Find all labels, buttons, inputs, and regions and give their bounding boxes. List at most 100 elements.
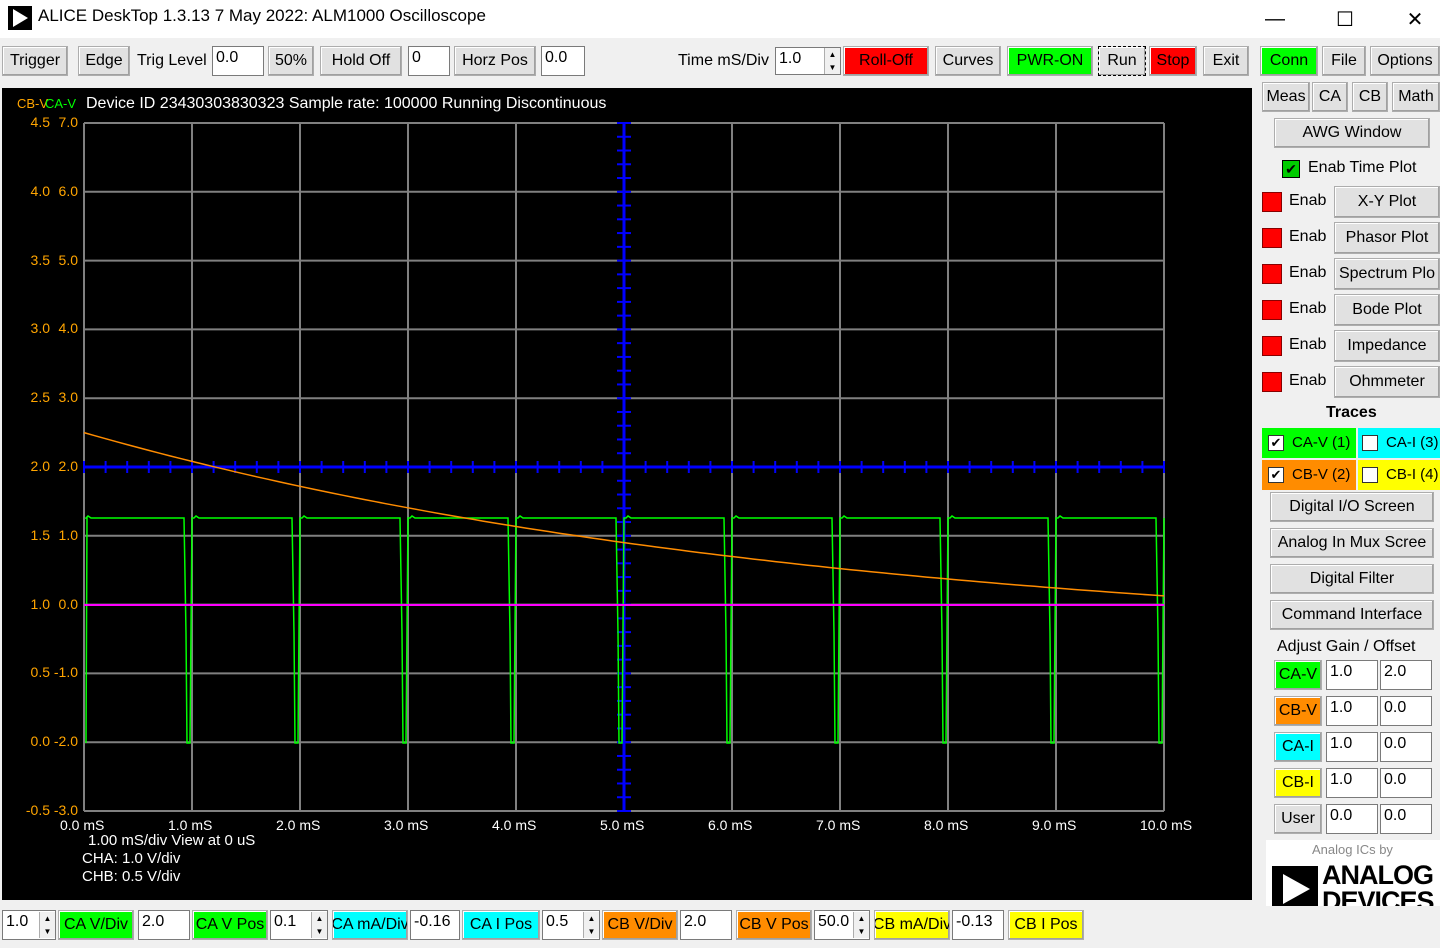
awg-window-button[interactable]: AWG Window [1274,118,1430,148]
impedance-button[interactable]: Impedance [1334,330,1440,362]
roll-off-button[interactable]: Roll-Off [843,46,929,76]
horz-pos-input[interactable]: 0.0 [541,46,585,76]
checkbox-checked-icon[interactable]: ✔ [1268,435,1284,451]
minimize-button[interactable]: — [1265,7,1285,30]
ca-vdiv-spinbox[interactable]: 1.0 ▲ ▼ [2,910,56,940]
x-tick-label: 0.0 mS [60,817,105,833]
cb-vdiv-spinbox[interactable]: 0.5 ▲ ▼ [542,910,600,940]
checkbox-unchecked-icon[interactable] [1362,435,1378,451]
trigger-button[interactable]: Trigger [2,46,68,76]
enab-phasor-plot-indicator[interactable] [1262,228,1282,248]
spin-arrows-icon[interactable]: ▲ ▼ [824,48,840,74]
enab-bode-plot-indicator[interactable] [1262,300,1282,320]
cb-vpos-button[interactable]: CB V Pos [736,910,812,940]
gain-cb-v-button[interactable]: CB-V [1274,696,1322,726]
trace-cai-toggle[interactable]: CA-I (3) [1358,428,1440,458]
ca-ipos-input[interactable]: -0.16 [410,910,460,940]
ca-vpos-input[interactable]: 2.0 [138,910,190,940]
hold-off-button[interactable]: Hold Off [320,46,402,76]
x-tick-label: 8.0 mS [924,817,969,833]
ca-madiv-spinbox[interactable]: 0.1 ▲ ▼ [270,910,328,940]
gain-cb-i-button[interactable]: CB-I [1274,768,1322,798]
time-div-spinbox[interactable]: 1.0 ▲ ▼ [775,47,841,75]
spin-arrows-icon[interactable]: ▲ ▼ [853,912,869,938]
math-button[interactable]: Math [1392,82,1440,112]
offset-ca-v-input[interactable]: 2.0 [1380,660,1432,690]
gain-ca-i-button[interactable]: CA-I [1274,732,1322,762]
spin-arrows-icon[interactable]: ▲ ▼ [39,912,55,938]
conn-button[interactable]: Conn [1260,46,1318,76]
cb-vpos-input[interactable]: 2.0 [680,910,732,940]
trace-cav-label: CA-V (1) [1292,434,1351,451]
scope-canvas[interactable]: CB-V CA-V Device ID 23430303830323 Sampl… [2,88,1252,900]
x-tick-label: 4.0 mS [492,817,537,833]
gain-ca-v-input[interactable]: 1.0 [1326,660,1378,690]
checkbox-checked-icon[interactable]: ✔ [1268,467,1284,483]
trace-cbi-label: CB-I (4) [1386,466,1439,483]
timebase-info: 1.00 mS/div View at 0 uS [88,832,256,849]
maximize-button[interactable]: ☐ [1336,8,1354,31]
cb-madiv-spinbox[interactable]: 50.0 ▲ ▼ [814,910,870,940]
enab-impedance-label: Enab [1289,336,1327,353]
trig-level-input[interactable]: 0.0 [212,46,264,76]
command-interface-button[interactable]: Command Interface [1270,600,1434,630]
ca-ipos-button[interactable]: CA I Pos [462,910,540,940]
offset-ca-i-input[interactable]: 0.0 [1380,732,1432,762]
trace-cbv-label: CB-V (2) [1292,466,1351,483]
enab-xy-plot-label: Enab [1289,192,1327,209]
offset-cb-v-input[interactable]: 0.0 [1380,696,1432,726]
enab-impedance-indicator[interactable] [1262,336,1282,356]
trace-cav-toggle[interactable]: ✔ CA-V (1) [1262,428,1356,458]
digital-filter-button[interactable]: Digital Filter [1270,564,1434,594]
gain-cb-v-input[interactable]: 1.0 [1326,696,1378,726]
ca-vpos-button[interactable]: CA V Pos [192,910,268,940]
gain-user-button[interactable]: User [1274,804,1322,834]
trace-cbi-toggle[interactable]: CB-I (4) [1358,460,1440,490]
y-label-cb: 2.0 [30,458,50,474]
options-button[interactable]: Options [1370,46,1440,76]
enab-spectrum-plot-indicator[interactable] [1262,264,1282,284]
enab-time-plot-checkbox[interactable]: ✔ [1282,160,1300,178]
close-button[interactable]: ✕ [1406,8,1424,31]
curves-button[interactable]: Curves [935,46,1001,76]
gain-user-input[interactable]: 0.0 [1326,804,1378,834]
ohmmeter-button[interactable]: Ohmmeter [1334,366,1440,398]
gain-ca-i-input[interactable]: 1.0 [1326,732,1378,762]
ca-vdiv-button[interactable]: CA V/Div [58,910,134,940]
trace-cbv-toggle[interactable]: ✔ CB-V (2) [1262,460,1356,490]
spin-arrows-icon[interactable]: ▲ ▼ [311,912,327,938]
xy-plot-button[interactable]: X-Y Plot [1334,186,1440,218]
file-button[interactable]: File [1322,46,1366,76]
hold-off-input[interactable]: 0 [408,46,450,76]
spin-arrows-icon[interactable]: ▲ ▼ [583,912,599,938]
ca-madiv-button[interactable]: CA mA/Div [332,910,408,940]
edge-button[interactable]: Edge [78,46,130,76]
checkbox-unchecked-icon[interactable] [1362,467,1378,483]
cb-ipos-input[interactable]: -0.13 [952,910,1004,940]
meas-button[interactable]: Meas [1262,82,1310,112]
analog-mux-button[interactable]: Analog In Mux Scree [1270,528,1434,558]
bode-plot-button[interactable]: Bode Plot [1334,294,1440,326]
spectrum-plot-button[interactable]: Spectrum Plo [1334,258,1440,290]
run-button[interactable]: Run [1098,46,1146,76]
gain-ca-v-button[interactable]: CA-V [1274,660,1322,690]
gain-cb-i-input[interactable]: 1.0 [1326,768,1378,798]
ca-button[interactable]: CA [1312,82,1348,112]
pwr-on-button[interactable]: PWR-ON [1007,46,1093,76]
exit-button[interactable]: Exit [1203,46,1249,76]
fifty-percent-button[interactable]: 50% [268,46,314,76]
cb-button[interactable]: CB [1352,82,1388,112]
cb-madiv-button[interactable]: CB mA/Div [874,910,950,940]
enab-xy-plot-indicator[interactable] [1262,192,1282,212]
cb-ipos-button[interactable]: CB I Pos [1008,910,1084,940]
offset-user-input[interactable]: 0.0 [1380,804,1432,834]
trace-cb-v [83,431,1165,597]
horz-pos-button[interactable]: Horz Pos [454,46,536,76]
phasor-plot-button[interactable]: Phasor Plot [1334,222,1440,254]
y-label-ca: -3.0 [53,802,78,818]
offset-cb-i-input[interactable]: 0.0 [1380,768,1432,798]
enab-ohmmeter-indicator[interactable] [1262,372,1282,392]
digital-io-button[interactable]: Digital I/O Screen [1270,492,1434,522]
cb-vdiv-button[interactable]: CB V/Div [602,910,678,940]
stop-button[interactable]: Stop [1149,46,1197,76]
